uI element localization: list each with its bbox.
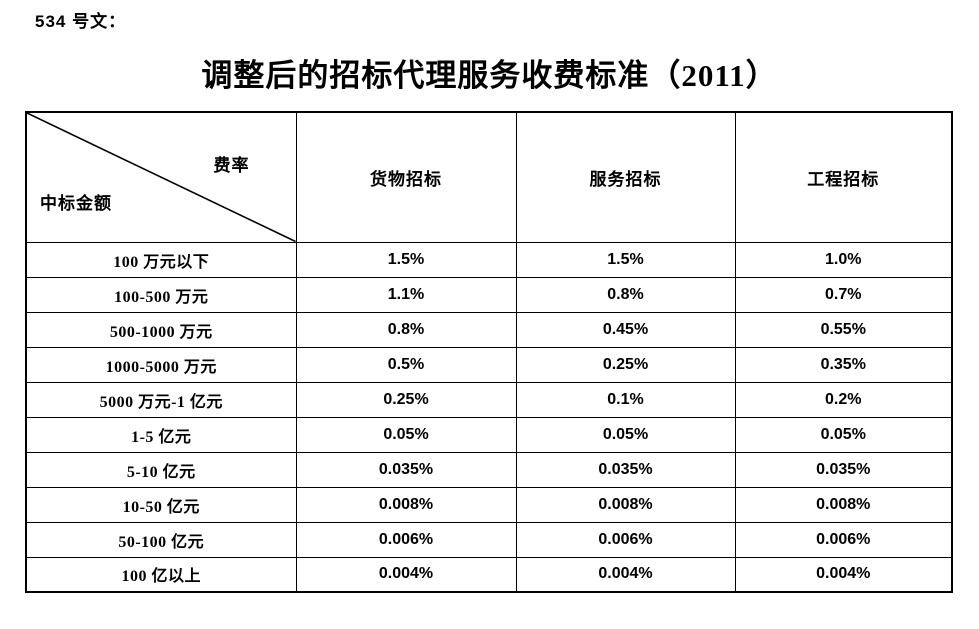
- rate-cell: 0.7%: [734, 276, 953, 313]
- row-label-amount-tier: 5-10 亿元: [25, 451, 297, 488]
- rate-cell: 0.006%: [734, 521, 953, 558]
- rate-cell: 0.05%: [515, 416, 736, 453]
- column-header-service-bidding: 服务招标: [515, 111, 736, 243]
- row-label-amount-tier: 5000 万元-1 亿元: [25, 381, 297, 418]
- rate-cell: 0.05%: [734, 416, 953, 453]
- rate-cell: 0.8%: [515, 276, 736, 313]
- table-row: 100 亿以上 0.004% 0.004% 0.004%: [25, 556, 953, 593]
- rate-cell: 1.5%: [515, 241, 736, 278]
- table-row: 1000-5000 万元 0.5% 0.25% 0.35%: [25, 346, 953, 383]
- rate-cell: 0.006%: [295, 521, 517, 558]
- table-row: 100-500 万元 1.1% 0.8% 0.7%: [25, 276, 953, 313]
- rate-cell: 0.55%: [734, 311, 953, 348]
- row-label-amount-tier: 1-5 亿元: [25, 416, 297, 453]
- rate-cell: 0.05%: [295, 416, 517, 453]
- table-row: 5-10 亿元 0.035% 0.035% 0.035%: [25, 451, 953, 488]
- rate-cell: 0.008%: [515, 486, 736, 523]
- row-label-amount-tier: 50-100 亿元: [25, 521, 297, 558]
- rate-cell: 1.0%: [734, 241, 953, 278]
- corner-cell: 费率 中标金额: [25, 111, 297, 243]
- rate-cell: 0.25%: [295, 381, 517, 418]
- column-header-engineering-bidding: 工程招标: [734, 111, 953, 243]
- row-label-amount-tier: 500-1000 万元: [25, 311, 297, 348]
- doc-number: 534 号文：: [35, 12, 127, 31]
- table-row: 50-100 亿元 0.006% 0.006% 0.006%: [25, 521, 953, 558]
- rate-cell: 0.035%: [734, 451, 953, 488]
- row-label-amount-tier: 100 亿以上: [25, 556, 297, 593]
- rate-cell: 0.2%: [734, 381, 953, 418]
- rate-cell: 0.8%: [295, 311, 517, 348]
- rate-cell: 0.006%: [515, 521, 736, 558]
- corner-label-rate: 费率: [213, 156, 250, 175]
- rate-cell: 0.5%: [295, 346, 517, 383]
- diagonal-line: [27, 113, 296, 242]
- column-header-goods-bidding: 货物招标: [295, 111, 517, 243]
- row-label-amount-tier: 10-50 亿元: [25, 486, 297, 523]
- table-row: 10-50 亿元 0.008% 0.008% 0.008%: [25, 486, 953, 523]
- rate-cell: 0.008%: [295, 486, 517, 523]
- rate-cell: 0.008%: [734, 486, 953, 523]
- table-row: 5000 万元-1 亿元 0.25% 0.1% 0.2%: [25, 381, 953, 418]
- rate-cell: 0.35%: [734, 346, 953, 383]
- rate-cell: 1.1%: [295, 276, 517, 313]
- table-row: 100 万元以下 1.5% 1.5% 1.0%: [25, 241, 953, 278]
- row-label-amount-tier: 1000-5000 万元: [25, 346, 297, 383]
- rate-cell: 0.035%: [295, 451, 517, 488]
- rate-cell: 0.004%: [734, 556, 953, 593]
- row-label-amount-tier: 100 万元以下: [25, 241, 297, 278]
- rate-cell: 0.45%: [515, 311, 736, 348]
- table-header-row: 费率 中标金额 货物招标 服务招标 工程招标: [25, 111, 953, 243]
- rate-cell: 1.5%: [295, 241, 517, 278]
- fee-rate-table: 费率 中标金额 货物招标 服务招标 工程招标 100 万元以下 1.5% 1.5% 1…: [25, 111, 953, 593]
- row-label-amount-tier: 100-500 万元: [25, 276, 297, 313]
- rate-cell: 0.004%: [295, 556, 517, 593]
- rate-cell: 0.004%: [515, 556, 736, 593]
- page-title: 调整后的招标代理服务收费标准（2011）: [201, 58, 778, 93]
- rate-cell: 0.035%: [515, 451, 736, 488]
- corner-label-amount: 中标金额: [40, 194, 112, 213]
- rate-cell: 0.1%: [515, 381, 736, 418]
- rate-cell: 0.25%: [515, 346, 736, 383]
- table-row: 1-5 亿元 0.05% 0.05% 0.05%: [25, 416, 953, 453]
- table-row: 500-1000 万元 0.8% 0.45% 0.55%: [25, 311, 953, 348]
